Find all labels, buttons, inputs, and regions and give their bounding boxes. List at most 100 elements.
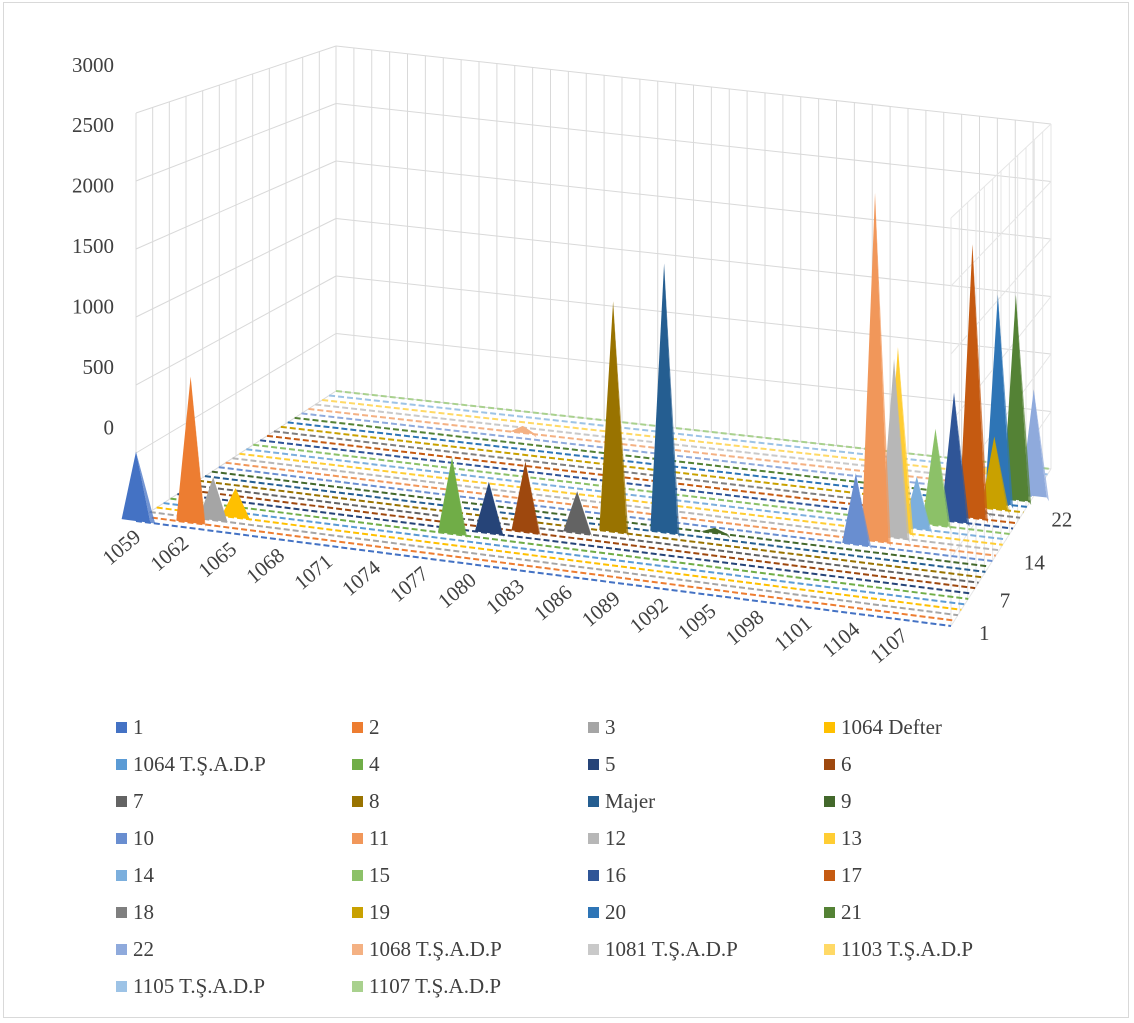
legend-item: 12 [588, 826, 824, 851]
series-peak-side [894, 358, 910, 543]
side-wall-gridline [950, 238, 1052, 355]
legend-swatch [352, 907, 363, 918]
legend-label: 7 [133, 789, 144, 813]
legend-item: 14 [116, 863, 352, 888]
side-wall-gridline [950, 123, 1052, 219]
y-tick-label: 2000 [72, 174, 114, 198]
x-tick-label: 1062 [146, 531, 194, 576]
series-peak-side [897, 347, 914, 538]
legend-swatch [588, 870, 599, 881]
series-peak-side [488, 481, 505, 539]
series-baseline [315, 403, 1041, 487]
x-tick-label: 1065 [193, 537, 241, 582]
legend-swatch [352, 722, 363, 733]
legend-swatch [824, 759, 835, 770]
legend-swatch [116, 833, 127, 844]
legend-item: 10 [116, 826, 352, 851]
y-tick-label: 500 [83, 355, 115, 379]
legend-swatch [824, 944, 835, 955]
legend-swatch [352, 796, 363, 807]
legend-item: 1107 T.Ş.A.D.P [352, 974, 588, 999]
legend-label: 15 [369, 863, 390, 887]
legend-swatch [352, 870, 363, 881]
legend-swatch [824, 907, 835, 918]
x-tick-label: 1086 [529, 580, 577, 625]
x-tick-label: 1059 [98, 524, 146, 569]
legend-swatch [588, 944, 599, 955]
legend-label: 12 [605, 826, 626, 850]
series-peak [1002, 294, 1029, 502]
legend-item: 16 [588, 863, 824, 888]
side-wall-gridline [135, 218, 337, 318]
back-wall-gridline [335, 218, 1052, 297]
legend-item: 15 [352, 863, 588, 888]
legend-item: 8 [352, 789, 588, 814]
legend-item: 20 [588, 900, 824, 925]
legend-item: 13 [824, 826, 1060, 851]
x-tick-label: 1101 [769, 611, 816, 656]
legend-label: 1064 Defter [841, 715, 942, 739]
series-peak [861, 192, 889, 543]
legend-swatch [116, 944, 127, 955]
legend-row: 10 11 12 13 [116, 820, 1076, 857]
x-tick-label: 1074 [337, 555, 385, 601]
legend-label: 11 [369, 826, 390, 850]
series-peak-side [1015, 294, 1032, 506]
legend-label: 1068 T.Ş.A.D.P [369, 937, 502, 961]
series-peak [700, 527, 729, 535]
y-tick-label: 2500 [72, 113, 114, 137]
legend-swatch [588, 722, 599, 733]
legend-swatch [588, 907, 599, 918]
series-baseline [142, 515, 955, 622]
legend-row: 7 8 Majer 9 [116, 783, 1076, 820]
legend-item: 7 [116, 789, 352, 814]
series-baseline [204, 475, 986, 573]
series-baseline [301, 412, 1034, 498]
back-wall-gridline [335, 333, 1052, 412]
legend-row: 1064 T.Ş.A.D.P 4 5 6 [116, 746, 1076, 783]
legend-item: 1105 T.Ş.A.D.P [116, 974, 352, 999]
legend-swatch [116, 722, 127, 733]
series-baseline [328, 394, 1048, 476]
legend-label: 19 [369, 900, 390, 924]
x-tick-label: 1104 [817, 617, 864, 662]
side-wall-gridline [135, 45, 337, 114]
legend-label: 17 [841, 863, 862, 887]
back-wall-gridline [335, 103, 1052, 182]
legend-item: 22 [116, 937, 352, 962]
series-baseline [197, 479, 983, 579]
side-wall-gridline [135, 160, 337, 250]
series-peak [981, 436, 1008, 511]
legend-item: 1081 T.Ş.A.D.P [588, 937, 824, 962]
series-peak [176, 376, 205, 525]
series-baseline [322, 398, 1045, 481]
series-peak-side [994, 436, 1010, 515]
legend-item: 3 [588, 715, 824, 740]
series-peak-side [935, 428, 952, 531]
legend-item: 9 [824, 789, 1060, 814]
legend-item: 2 [352, 715, 588, 740]
legend-swatch [352, 944, 363, 955]
side-wall-gridline [135, 275, 337, 386]
legend-label: 2 [369, 715, 380, 739]
legend-swatch [352, 759, 363, 770]
z-tick-label: 7 [1000, 589, 1011, 613]
series-peak-side [875, 192, 891, 547]
legend-label: 16 [605, 863, 626, 887]
legend-label: 1105 T.Ş.A.D.P [133, 974, 266, 998]
back-wall-gridline [335, 160, 1052, 240]
series-peak [563, 491, 592, 535]
legend-label: 18 [133, 900, 154, 924]
side-wall-gridline [950, 181, 1052, 287]
legend-item: 4 [352, 752, 588, 777]
legend-swatch [116, 759, 127, 770]
series-baseline [156, 506, 962, 611]
legend-item: 5 [588, 752, 824, 777]
legend-swatch [588, 759, 599, 770]
series-peak-side [190, 376, 206, 528]
series-peak [599, 301, 627, 534]
legend-swatch [824, 722, 835, 733]
series-peak-side [525, 461, 541, 538]
legend-swatch [116, 870, 127, 881]
legend-item: 1064 Defter [824, 715, 1060, 740]
